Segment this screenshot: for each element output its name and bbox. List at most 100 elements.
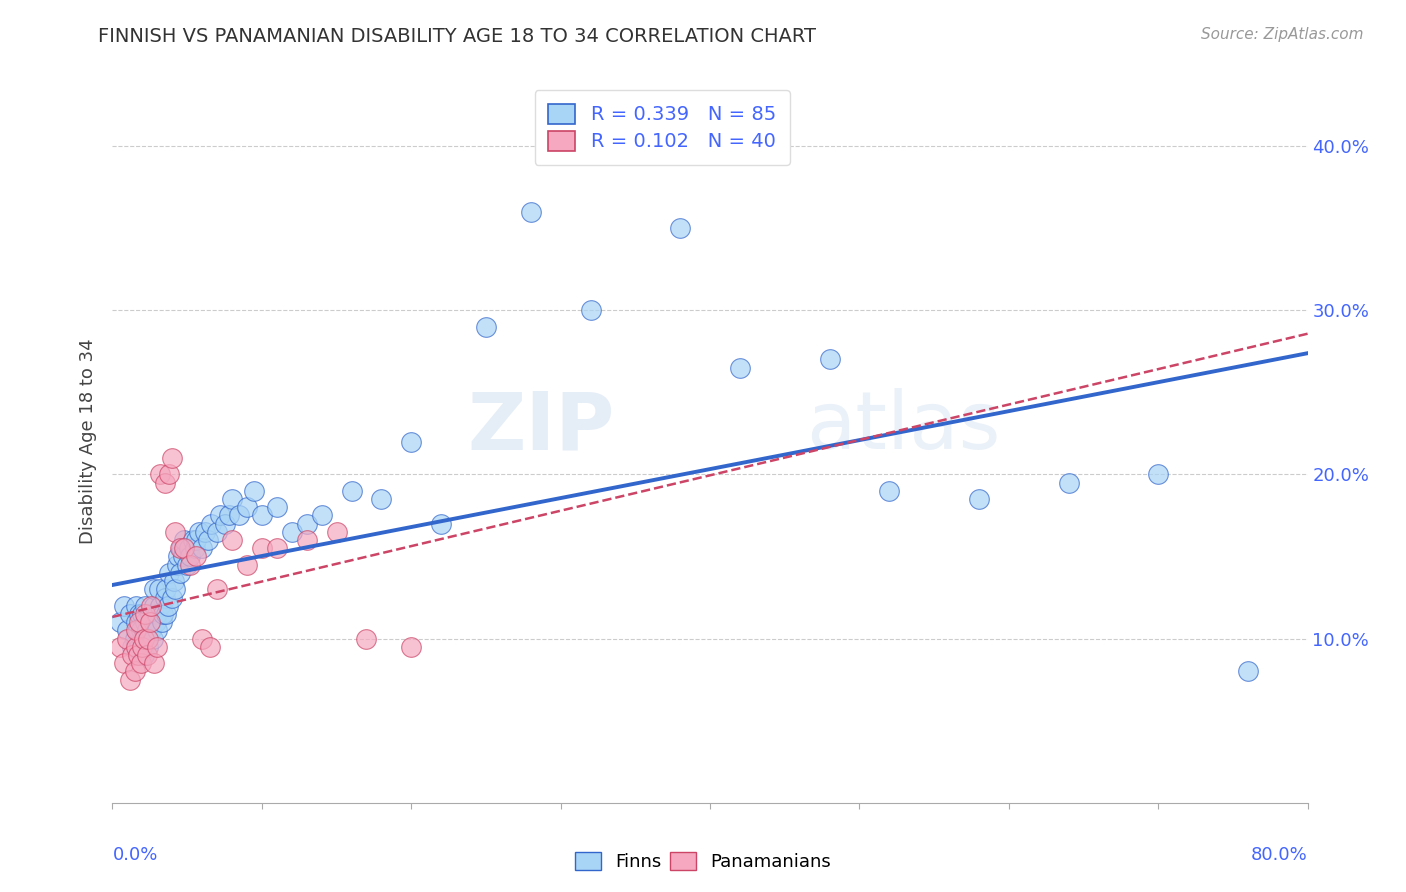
Point — [520, 204, 543, 219]
Point — [370, 491, 392, 506]
Point — [221, 533, 243, 547]
Text: 0.0%: 0.0% — [112, 847, 157, 864]
Point — [401, 640, 423, 654]
Point — [162, 591, 183, 605]
Point — [155, 582, 177, 597]
Point — [209, 508, 232, 523]
Point — [143, 599, 166, 613]
Point — [149, 599, 172, 613]
Point — [120, 607, 142, 621]
Point — [194, 524, 217, 539]
Point — [125, 615, 148, 630]
Point — [148, 582, 170, 597]
Point — [146, 640, 169, 654]
Point — [145, 615, 167, 630]
Point — [146, 607, 169, 621]
Legend: R = 0.339   N = 85, R = 0.102   N = 40: R = 0.339 N = 85, R = 0.102 N = 40 — [534, 90, 790, 165]
Point — [135, 648, 157, 662]
Point — [143, 657, 166, 671]
Point — [153, 591, 176, 605]
Point — [128, 640, 150, 654]
Text: ZIP: ZIP — [467, 388, 614, 467]
Point — [132, 632, 155, 646]
Point — [188, 524, 211, 539]
Point — [143, 582, 166, 597]
Point — [120, 673, 142, 687]
Point — [121, 640, 143, 654]
Point — [152, 607, 174, 621]
Text: Source: ZipAtlas.com: Source: ZipAtlas.com — [1201, 27, 1364, 42]
Point — [129, 624, 152, 638]
Point — [157, 467, 180, 482]
Point — [125, 599, 148, 613]
Point — [139, 615, 162, 630]
Point — [125, 640, 148, 654]
Point — [124, 665, 146, 679]
Point — [181, 533, 204, 547]
Point — [134, 599, 156, 613]
Point — [1147, 467, 1170, 482]
Point — [295, 533, 318, 547]
Point — [134, 615, 156, 630]
Point — [728, 360, 751, 375]
Point — [250, 541, 273, 556]
Point — [165, 582, 187, 597]
Point — [157, 566, 180, 580]
Point — [325, 524, 347, 539]
Point — [218, 508, 240, 523]
Point — [134, 607, 156, 621]
Point — [173, 541, 195, 556]
Text: atlas: atlas — [806, 388, 1000, 467]
Point — [475, 319, 498, 334]
Point — [281, 524, 304, 539]
Point — [295, 516, 318, 531]
Point — [138, 640, 160, 654]
Point — [163, 574, 186, 588]
Point — [153, 475, 176, 490]
Point — [266, 500, 288, 515]
Point — [340, 483, 363, 498]
Point — [138, 632, 160, 646]
Point — [198, 640, 221, 654]
Point — [214, 516, 236, 531]
Point — [205, 524, 228, 539]
Point — [176, 558, 198, 572]
Point — [179, 549, 201, 564]
Point — [1237, 665, 1260, 679]
Point — [579, 303, 602, 318]
Point — [177, 541, 200, 556]
Point — [162, 450, 183, 465]
Point — [221, 491, 243, 506]
Point — [117, 632, 139, 646]
Point — [139, 615, 162, 630]
Point — [131, 640, 153, 654]
Legend: Finns, Panamanians: Finns, Panamanians — [568, 845, 838, 879]
Point — [186, 533, 208, 547]
Point — [114, 657, 135, 671]
Point — [236, 500, 259, 515]
Point — [156, 599, 179, 613]
Point — [108, 640, 131, 654]
Point — [818, 352, 841, 367]
Point — [166, 558, 188, 572]
Point — [236, 558, 259, 572]
Point — [401, 434, 423, 449]
Point — [125, 624, 148, 638]
Point — [430, 516, 453, 531]
Point — [205, 582, 228, 597]
Point — [150, 615, 173, 630]
Point — [124, 632, 146, 646]
Point — [127, 648, 149, 662]
Point — [169, 541, 191, 556]
Point — [128, 607, 150, 621]
Point — [149, 467, 172, 482]
Point — [172, 549, 194, 564]
Point — [183, 541, 205, 556]
Point — [114, 599, 135, 613]
Point — [879, 483, 901, 498]
Point — [200, 516, 222, 531]
Point — [356, 632, 378, 646]
Point — [121, 648, 143, 662]
Point — [127, 624, 149, 638]
Point — [146, 624, 169, 638]
